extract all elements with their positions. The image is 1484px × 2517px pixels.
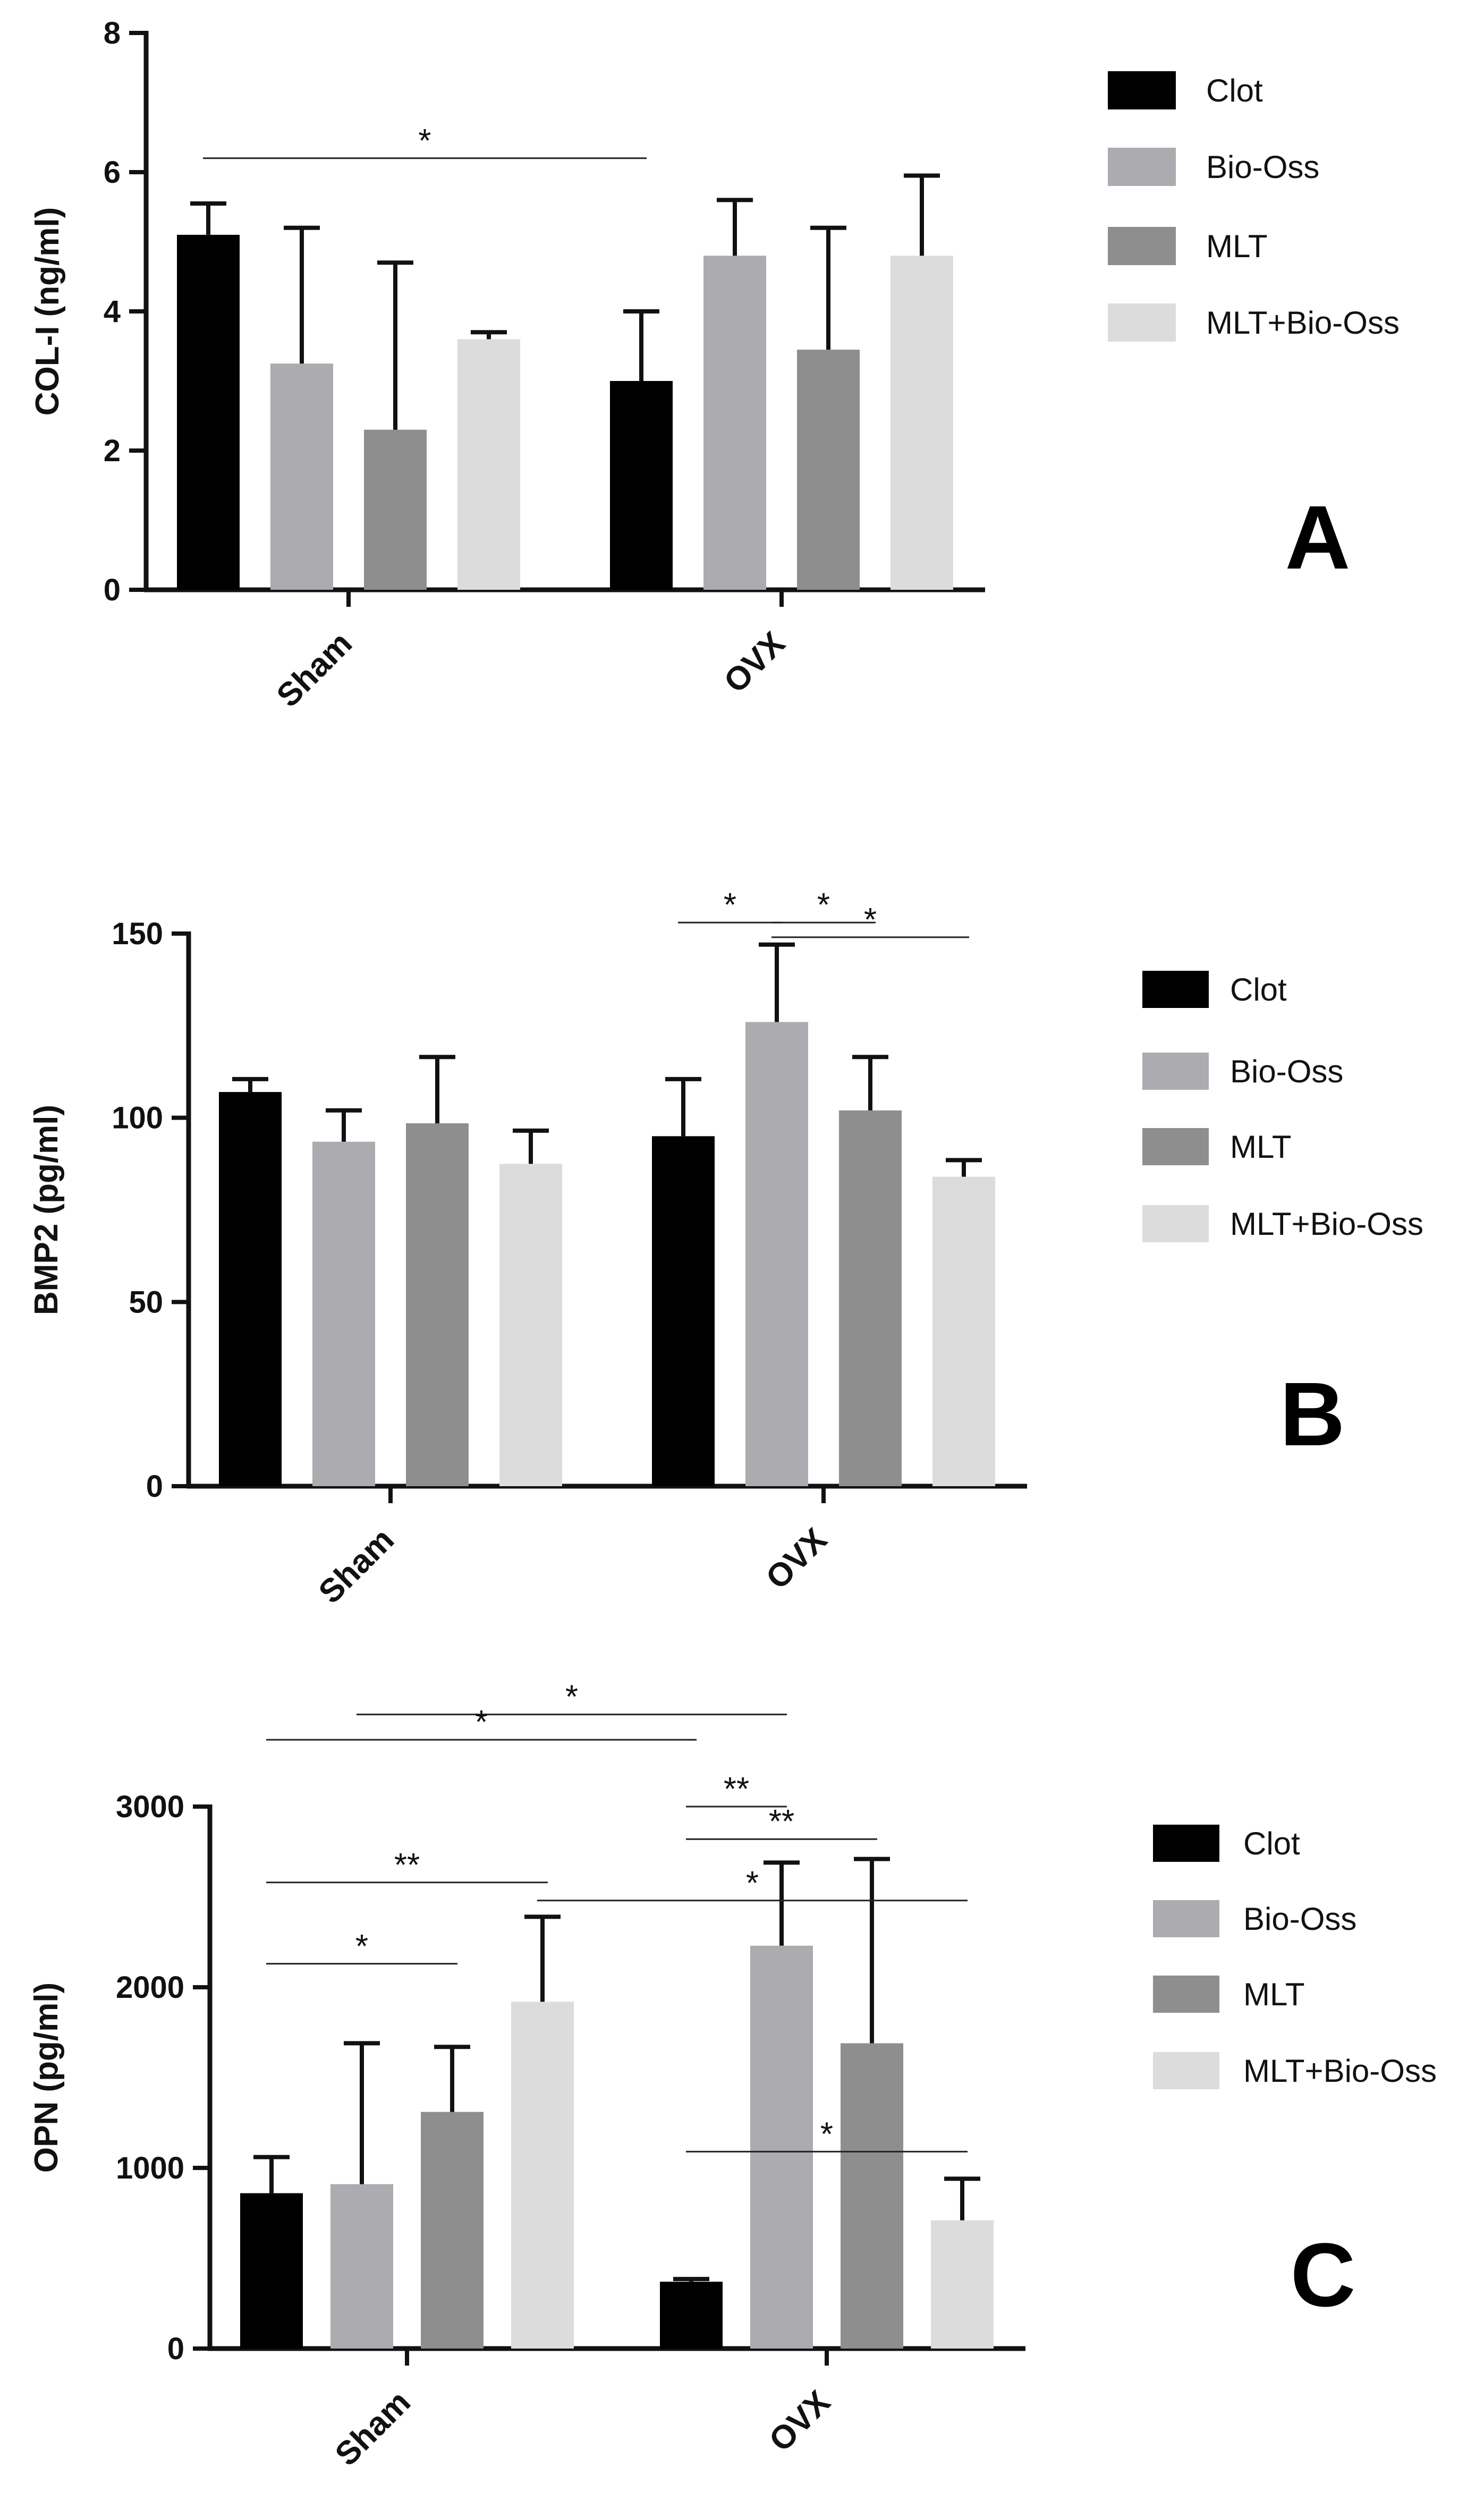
bar-MLT-Sham: [421, 2112, 484, 2349]
legend-swatch-Clot: [1142, 971, 1209, 1008]
bar-MLT-OVX: [841, 2043, 903, 2349]
bar-MLT+Bio-Oss-OVX: [931, 2220, 994, 2349]
x-tick-label-Sham: Sham: [270, 625, 359, 714]
bar-Clot-Sham: [177, 234, 240, 590]
chart-B: 0 50 100 150 BMP2 (pg/ml) Sham OVX * * * Clot Bio-O…: [28, 887, 1423, 1611]
legend-label-MLT+Bio-Oss: MLT+Bio-Oss: [1206, 305, 1400, 341]
y-tick-label: 1000: [116, 2151, 184, 2185]
x-tick-label-Sham: Sham: [312, 1521, 401, 1611]
y-tick-label: 50: [129, 1285, 163, 1319]
bar-MLT+Bio-Oss-OVX: [932, 1176, 995, 1486]
legend-swatch-Clot: [1108, 71, 1176, 109]
bar-Clot-OVX: [652, 1136, 715, 1486]
bar-Clot-Sham: [219, 1092, 282, 1486]
legend-swatch-MLT: [1153, 1976, 1219, 2013]
x-tick-label-OVX: OVX: [762, 2384, 837, 2459]
significance-marker: **: [769, 1803, 794, 1840]
legend-swatch-Bio-Oss: [1142, 1053, 1209, 1090]
legend-swatch-MLT+Bio-Oss: [1108, 303, 1176, 342]
bar-Bio-Oss-Sham: [312, 1141, 375, 1486]
bar-MLT+Bio-Oss-Sham: [457, 339, 520, 590]
legend-swatch-Clot: [1153, 1825, 1219, 1862]
bar-MLT-Sham: [406, 1123, 469, 1486]
legend-swatch-MLT: [1108, 227, 1176, 265]
x-tick-label-OVX: OVX: [759, 1521, 834, 1596]
legend-label-MLT: MLT: [1243, 1977, 1305, 2012]
y-tick-label: 2000: [116, 1970, 184, 2005]
legend-label-MLT+Bio-Oss: MLT+Bio-Oss: [1230, 1206, 1423, 1242]
panel-label: B: [1280, 1364, 1345, 1465]
y-axis-label: COL-I (ng/ml): [29, 207, 66, 416]
bar-MLT+Bio-Oss-OVX: [891, 256, 953, 590]
legend-label-Bio-Oss: Bio-Oss: [1206, 149, 1319, 185]
significance-marker: *: [746, 1865, 759, 1902]
y-tick-label: 0: [146, 1469, 163, 1504]
bar-Bio-Oss-Sham: [330, 2184, 393, 2349]
legend-swatch-MLT: [1142, 1128, 1209, 1165]
bar-Bio-Oss-OVX: [745, 1022, 808, 1486]
bar-Clot-Sham: [240, 2193, 303, 2349]
significance-marker: *: [355, 1928, 368, 1965]
y-tick-label: 3000: [116, 1790, 184, 1824]
y-tick-label: 150: [112, 917, 163, 951]
bar-MLT+Bio-Oss-Sham: [511, 2002, 574, 2349]
y-axis-label: BMP2 (pg/ml): [28, 1105, 65, 1315]
significance-marker: *: [475, 1704, 488, 1741]
significance-marker: *: [724, 887, 736, 923]
y-tick-label: 2: [104, 434, 121, 468]
bar-MLT-OVX: [797, 350, 860, 590]
legend-swatch-MLT+Bio-Oss: [1153, 2052, 1219, 2089]
legend-label-MLT: MLT: [1206, 228, 1268, 264]
y-axis-label: OPN (pg/ml): [28, 1982, 65, 2173]
y-tick-label: 0: [104, 573, 121, 607]
bar-MLT-Sham: [364, 429, 427, 590]
significance-marker: *: [418, 123, 431, 159]
significance-marker: *: [817, 887, 830, 923]
legend-swatch-MLT+Bio-Oss: [1142, 1205, 1209, 1242]
bar-MLT+Bio-Oss-Sham: [499, 1164, 562, 1486]
y-tick-label: 8: [104, 16, 121, 50]
y-tick-label: 100: [112, 1101, 163, 1135]
legend-label-Bio-Oss: Bio-Oss: [1230, 1054, 1343, 1089]
legend-label-MLT+Bio-Oss: MLT+Bio-Oss: [1243, 2053, 1437, 2089]
chart-A: 0 2 4 6 8 COL-I (ng/ml) Sham OVX * Clot Bio-Oss MLT…: [29, 16, 1400, 714]
x-tick-label-OVX: OVX: [717, 625, 792, 700]
significance-marker: *: [565, 1679, 578, 1716]
bar-MLT-OVX: [839, 1110, 902, 1486]
significance-marker: **: [724, 1771, 749, 1808]
y-tick-label: 6: [104, 155, 121, 190]
panel-label: C: [1291, 2225, 1356, 2326]
legend-swatch-Bio-Oss: [1108, 148, 1176, 186]
bar-Bio-Oss-OVX: [703, 256, 766, 590]
significance-marker: *: [864, 902, 877, 938]
bar-Bio-Oss-OVX: [750, 1945, 813, 2349]
significance-marker: *: [820, 2116, 833, 2152]
bar-Clot-OVX: [610, 381, 673, 590]
legend-label-Bio-Oss: Bio-Oss: [1243, 1901, 1356, 1937]
legend-swatch-Bio-Oss: [1153, 1900, 1219, 1937]
significance-marker: **: [394, 1847, 420, 1884]
legend-label-MLT: MLT: [1230, 1129, 1292, 1165]
x-tick-label-Sham: Sham: [328, 2384, 418, 2473]
y-tick-label: 0: [167, 2332, 184, 2366]
bar-Bio-Oss-Sham: [270, 363, 333, 590]
panel-label: A: [1285, 487, 1351, 588]
y-tick-label: 4: [104, 294, 121, 329]
legend-label-Clot: Clot: [1230, 972, 1287, 1007]
legend-label-Clot: Clot: [1243, 1826, 1300, 1861]
legend-label-Clot: Clot: [1206, 73, 1263, 108]
bar-Clot-OVX: [660, 2282, 723, 2349]
